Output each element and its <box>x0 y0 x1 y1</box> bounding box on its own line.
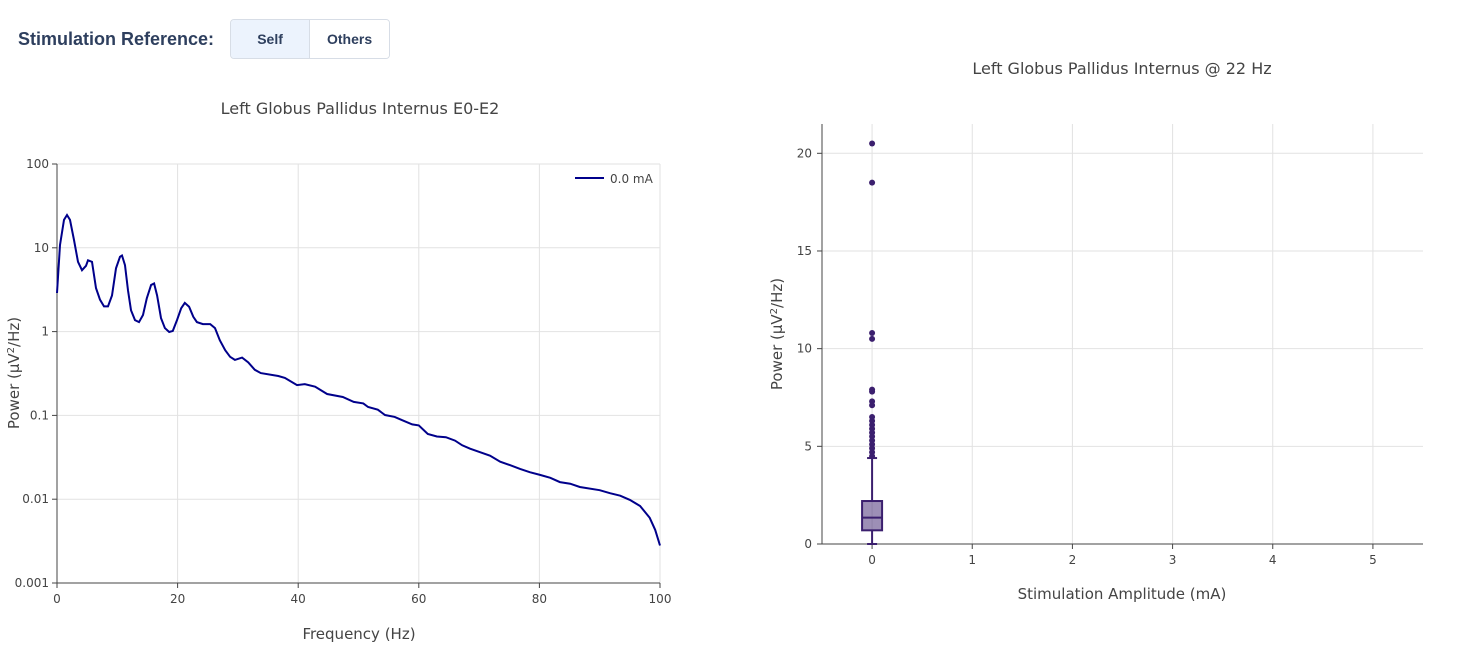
right-y-axis-label: Power (µV2/Hz) <box>768 278 786 390</box>
left-chart-title: Left Globus Pallidus Internus E0-E2 <box>221 99 500 118</box>
left-y-axis-label: Power (µV2/Hz) <box>5 317 23 429</box>
right-x-tick-label: 5 <box>1369 553 1377 567</box>
psd-line <box>56 213 661 546</box>
left-y-tick-label: 0.01 <box>22 492 49 506</box>
self-button[interactable]: Self <box>231 20 311 58</box>
left-x-tick-label: 60 <box>411 592 426 606</box>
left-y-tick-label: 100 <box>26 157 49 171</box>
right-y-tick-label: 0 <box>804 537 812 551</box>
right-x-tick-label: 0 <box>868 553 876 567</box>
outlier-point <box>869 140 876 147</box>
left-y-tick-label: 10 <box>34 241 49 255</box>
left-y-tick-label: 1 <box>41 325 49 339</box>
right-x-axis-label: Stimulation Amplitude (mA) <box>1018 585 1227 603</box>
left-y-tick-label: 0.1 <box>30 408 49 422</box>
left-x-tick-label: 100 <box>649 592 672 606</box>
left-y-tick-label: 0.001 <box>15 576 49 590</box>
left-x-tick-label: 0 <box>53 592 61 606</box>
right-y-tick-label: 20 <box>797 146 812 160</box>
right-chart-title: Left Globus Pallidus Internus @ 22 Hz <box>972 59 1271 78</box>
left-x-axis-label: Frequency (Hz) <box>302 625 415 643</box>
left-x-tick-label: 40 <box>291 592 306 606</box>
right-x-tick-label: 3 <box>1169 553 1177 567</box>
right-x-tick-label: 2 <box>1069 553 1077 567</box>
stimulation-reference-label: Stimulation Reference: <box>18 28 215 49</box>
reference-toggle: Self Others <box>230 19 391 59</box>
box-iqr <box>861 500 884 532</box>
outlier-point <box>869 179 876 186</box>
left-x-tick-label: 20 <box>170 592 185 606</box>
outlier-point <box>869 330 876 337</box>
legend-label: 0.0 mA <box>610 172 654 186</box>
right-y-tick-label: 10 <box>797 342 812 356</box>
others-button[interactable]: Others <box>310 20 390 58</box>
outlier-point <box>869 335 876 342</box>
right-x-tick-label: 4 <box>1269 553 1277 567</box>
legend[interactable]: 0.0 mA <box>575 172 654 186</box>
stimulation-reference-control: Stimulation Reference: Self Others <box>18 19 391 59</box>
outlier-point <box>869 402 876 409</box>
right-y-tick-label: 5 <box>804 439 812 453</box>
left-x-tick-label: 80 <box>532 592 547 606</box>
outlier-point <box>869 388 876 395</box>
right-x-tick-label: 1 <box>968 553 976 567</box>
right-y-tick-label: 15 <box>797 244 812 258</box>
outlier-point <box>869 453 876 460</box>
